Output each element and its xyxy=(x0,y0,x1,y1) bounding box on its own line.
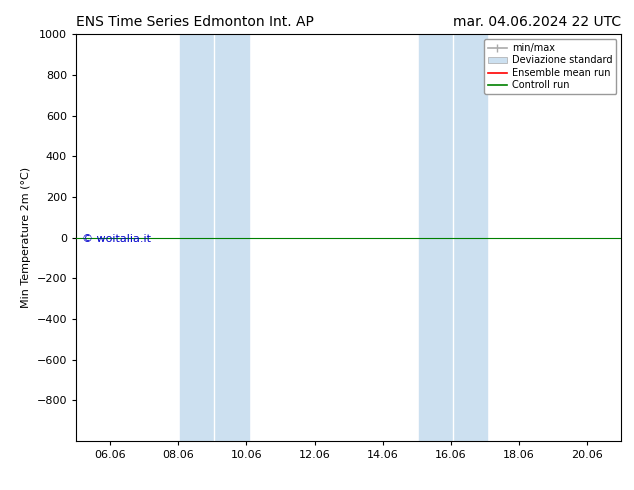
Bar xyxy=(180,34,249,441)
Text: mar. 04.06.2024 22 UTC: mar. 04.06.2024 22 UTC xyxy=(453,15,621,29)
Text: ENS Time Series Edmonton Int. AP: ENS Time Series Edmonton Int. AP xyxy=(76,15,314,29)
Text: © woitalia.it: © woitalia.it xyxy=(82,234,150,244)
Legend: min/max, Deviazione standard, Ensemble mean run, Controll run: min/max, Deviazione standard, Ensemble m… xyxy=(484,39,616,94)
Y-axis label: Min Temperature 2m (°C): Min Temperature 2m (°C) xyxy=(21,167,31,308)
Bar xyxy=(419,34,487,441)
